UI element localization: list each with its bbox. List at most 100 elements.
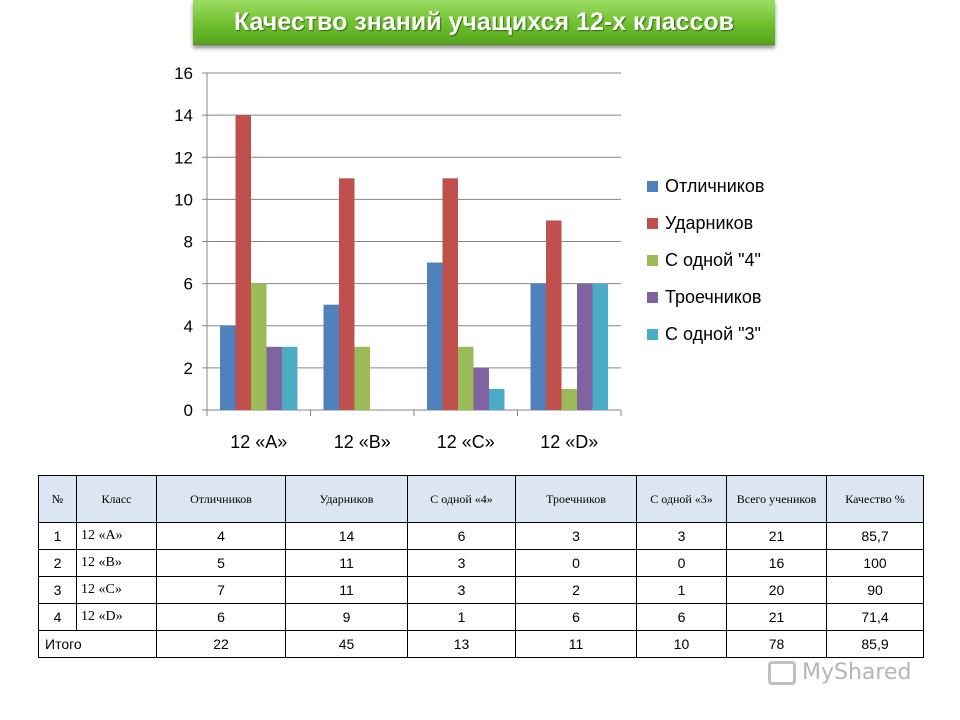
legend-label: Троечников [665, 287, 761, 307]
header-one-3: С одной «3» [636, 475, 727, 523]
table-cell: 7 [156, 576, 286, 604]
table-cell: 6 [156, 603, 286, 631]
total-cell: 22 [156, 630, 286, 658]
y-tick-label: 12 [174, 148, 193, 167]
bar [220, 325, 236, 410]
table-cell: 4 [156, 522, 286, 550]
table-cell: 1 [38, 522, 77, 550]
legend-swatch [647, 329, 658, 340]
legend-swatch [647, 218, 658, 229]
legend-swatch [647, 292, 658, 303]
data-table: № Класс Отличников Ударников С одной «4»… [38, 475, 924, 658]
bar [530, 283, 546, 410]
table-cell: 2 [38, 549, 77, 577]
slide-title: Качество знаний учащихся 12-х классов [193, 0, 775, 45]
table-cell: 0 [636, 549, 727, 577]
y-tick-label: 10 [174, 190, 193, 209]
bar [473, 367, 489, 410]
table-cell: 12 «С» [76, 576, 157, 604]
table-cell: 16 [726, 549, 827, 577]
table-cell: 6 [407, 522, 516, 550]
bar [458, 346, 474, 410]
table-cell: 2 [515, 576, 637, 604]
table-cell: 6 [515, 603, 637, 631]
header-excellent: Отличников [156, 475, 286, 523]
table-cell: 85,7 [826, 522, 924, 550]
table-cell: 1 [407, 603, 516, 631]
x-category-label: 12 «B» [334, 432, 391, 452]
table-cell: 11 [285, 576, 408, 604]
y-tick-label: 6 [184, 275, 193, 294]
total-cell: 78 [726, 630, 827, 658]
table-cell: 12 «А» [76, 522, 157, 550]
legend-label: Ударников [665, 213, 753, 233]
total-cell: 10 [636, 630, 727, 658]
legend-swatch [647, 255, 658, 266]
header-number: № [38, 475, 77, 523]
table-cell: 3 [515, 522, 637, 550]
total-label: Итого [38, 630, 157, 658]
legend-label: Отличников [665, 176, 764, 196]
table-cell: 5 [156, 549, 286, 577]
watermark-logo-icon [768, 661, 796, 685]
y-tick-label: 8 [184, 233, 193, 252]
header-quality: Качество % [826, 475, 924, 523]
bar [427, 262, 443, 410]
table-cell: 3 [38, 576, 77, 604]
table-cell: 20 [726, 576, 827, 604]
table-cell: 3 [407, 576, 516, 604]
table-header-row: № Класс Отличников Ударников С одной «4»… [38, 475, 924, 523]
table-cell: 1 [636, 576, 727, 604]
watermark-text: MyShared [802, 660, 912, 685]
bar [339, 178, 355, 410]
table-row: 3 12 «С» 7 11 3 2 1 20 90 [38, 576, 924, 604]
bar [577, 283, 593, 410]
x-category-label: 12 «C» [437, 432, 495, 452]
bar [323, 304, 339, 410]
header-good: Ударников [285, 475, 408, 523]
table-cell: 71,4 [826, 603, 924, 631]
legend-swatch [647, 181, 658, 192]
total-cell: 85,9 [826, 630, 924, 658]
y-tick-label: 16 [174, 64, 193, 83]
table-cell: 12 «В» [76, 549, 157, 577]
bar [251, 283, 267, 410]
bar [546, 220, 562, 410]
table-total-row: Итого 22 45 13 11 10 78 85,9 [38, 630, 924, 658]
table-cell: 90 [826, 576, 924, 604]
bar [235, 115, 251, 410]
table-cell: 9 [285, 603, 408, 631]
total-cell: 13 [407, 630, 516, 658]
table-cell: 21 [726, 522, 827, 550]
table-cell: 0 [515, 549, 637, 577]
total-cell: 45 [285, 630, 408, 658]
legend-label: С одной "4" [665, 250, 761, 270]
table-cell: 11 [285, 549, 408, 577]
header-total-students: Всего учеников [726, 475, 827, 523]
table-row: 1 12 «А» 4 14 6 3 3 21 85,7 [38, 522, 924, 550]
table-cell: 3 [636, 522, 727, 550]
watermark: MyShared [768, 660, 928, 692]
table-cell: 21 [726, 603, 827, 631]
header-c-students: Троечников [515, 475, 637, 523]
bar [489, 388, 505, 410]
bar-chart: 0 2 4 6 8 10 12 14 16 12 «A» 12 «B» 12 «C» 12 «D» Отл… [174, 64, 764, 452]
y-tick-label: 0 [184, 401, 193, 420]
header-class: Класс [76, 475, 157, 523]
bar [561, 388, 577, 410]
bar [266, 346, 282, 410]
table-cell: 4 [38, 603, 77, 631]
table-row: 2 12 «В» 5 11 3 0 0 16 100 [38, 549, 924, 577]
bar [354, 346, 370, 410]
table-cell: 12 «D» [76, 603, 157, 631]
table-cell: 14 [285, 522, 408, 550]
table-cell: 3 [407, 549, 516, 577]
table-cell: 100 [826, 549, 924, 577]
table-row: 4 12 «D» 6 9 1 6 6 21 71,4 [38, 603, 924, 631]
x-category-label: 12 «D» [540, 432, 598, 452]
bar [282, 346, 298, 410]
table-cell: 6 [636, 603, 727, 631]
legend-label: С одной "3" [665, 324, 761, 344]
bar [592, 283, 608, 410]
header-one-4: С одной «4» [407, 475, 516, 523]
